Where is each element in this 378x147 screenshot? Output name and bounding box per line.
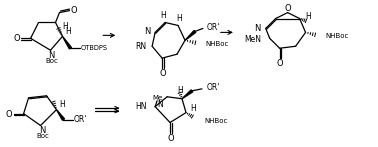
- Text: HN: HN: [136, 102, 147, 111]
- Text: OR': OR': [207, 23, 220, 32]
- Text: H: H: [65, 27, 71, 36]
- Polygon shape: [62, 36, 71, 49]
- Text: N: N: [39, 126, 46, 135]
- Text: O: O: [5, 110, 12, 119]
- Text: O: O: [70, 6, 77, 15]
- Text: NHBoc: NHBoc: [205, 41, 228, 47]
- Text: H: H: [177, 86, 183, 95]
- Polygon shape: [56, 110, 65, 120]
- Text: OTBDPS: OTBDPS: [81, 45, 107, 51]
- Text: RN: RN: [135, 42, 146, 51]
- Text: OR': OR': [73, 115, 87, 124]
- Text: H: H: [63, 22, 68, 31]
- Polygon shape: [182, 90, 193, 99]
- Text: MeN: MeN: [245, 35, 262, 44]
- Text: O: O: [159, 69, 166, 77]
- Text: H: H: [60, 100, 65, 109]
- Text: H: H: [160, 11, 166, 20]
- Text: Me: Me: [152, 95, 162, 101]
- Text: H: H: [176, 14, 182, 23]
- Text: O: O: [277, 59, 284, 68]
- Text: N: N: [48, 51, 55, 60]
- Text: NHBoc: NHBoc: [204, 118, 227, 123]
- Text: O: O: [13, 34, 20, 43]
- Text: NHBoc: NHBoc: [325, 33, 349, 39]
- Text: Boc: Boc: [36, 133, 49, 139]
- Text: N: N: [254, 24, 261, 33]
- Text: H: H: [190, 104, 196, 113]
- Text: N: N: [157, 100, 163, 109]
- Text: Boc: Boc: [45, 58, 58, 64]
- Text: O: O: [284, 4, 291, 13]
- Polygon shape: [185, 30, 196, 40]
- Text: OR': OR': [207, 83, 220, 92]
- Text: N: N: [144, 27, 150, 36]
- Text: H: H: [305, 12, 311, 21]
- Text: O: O: [167, 134, 174, 143]
